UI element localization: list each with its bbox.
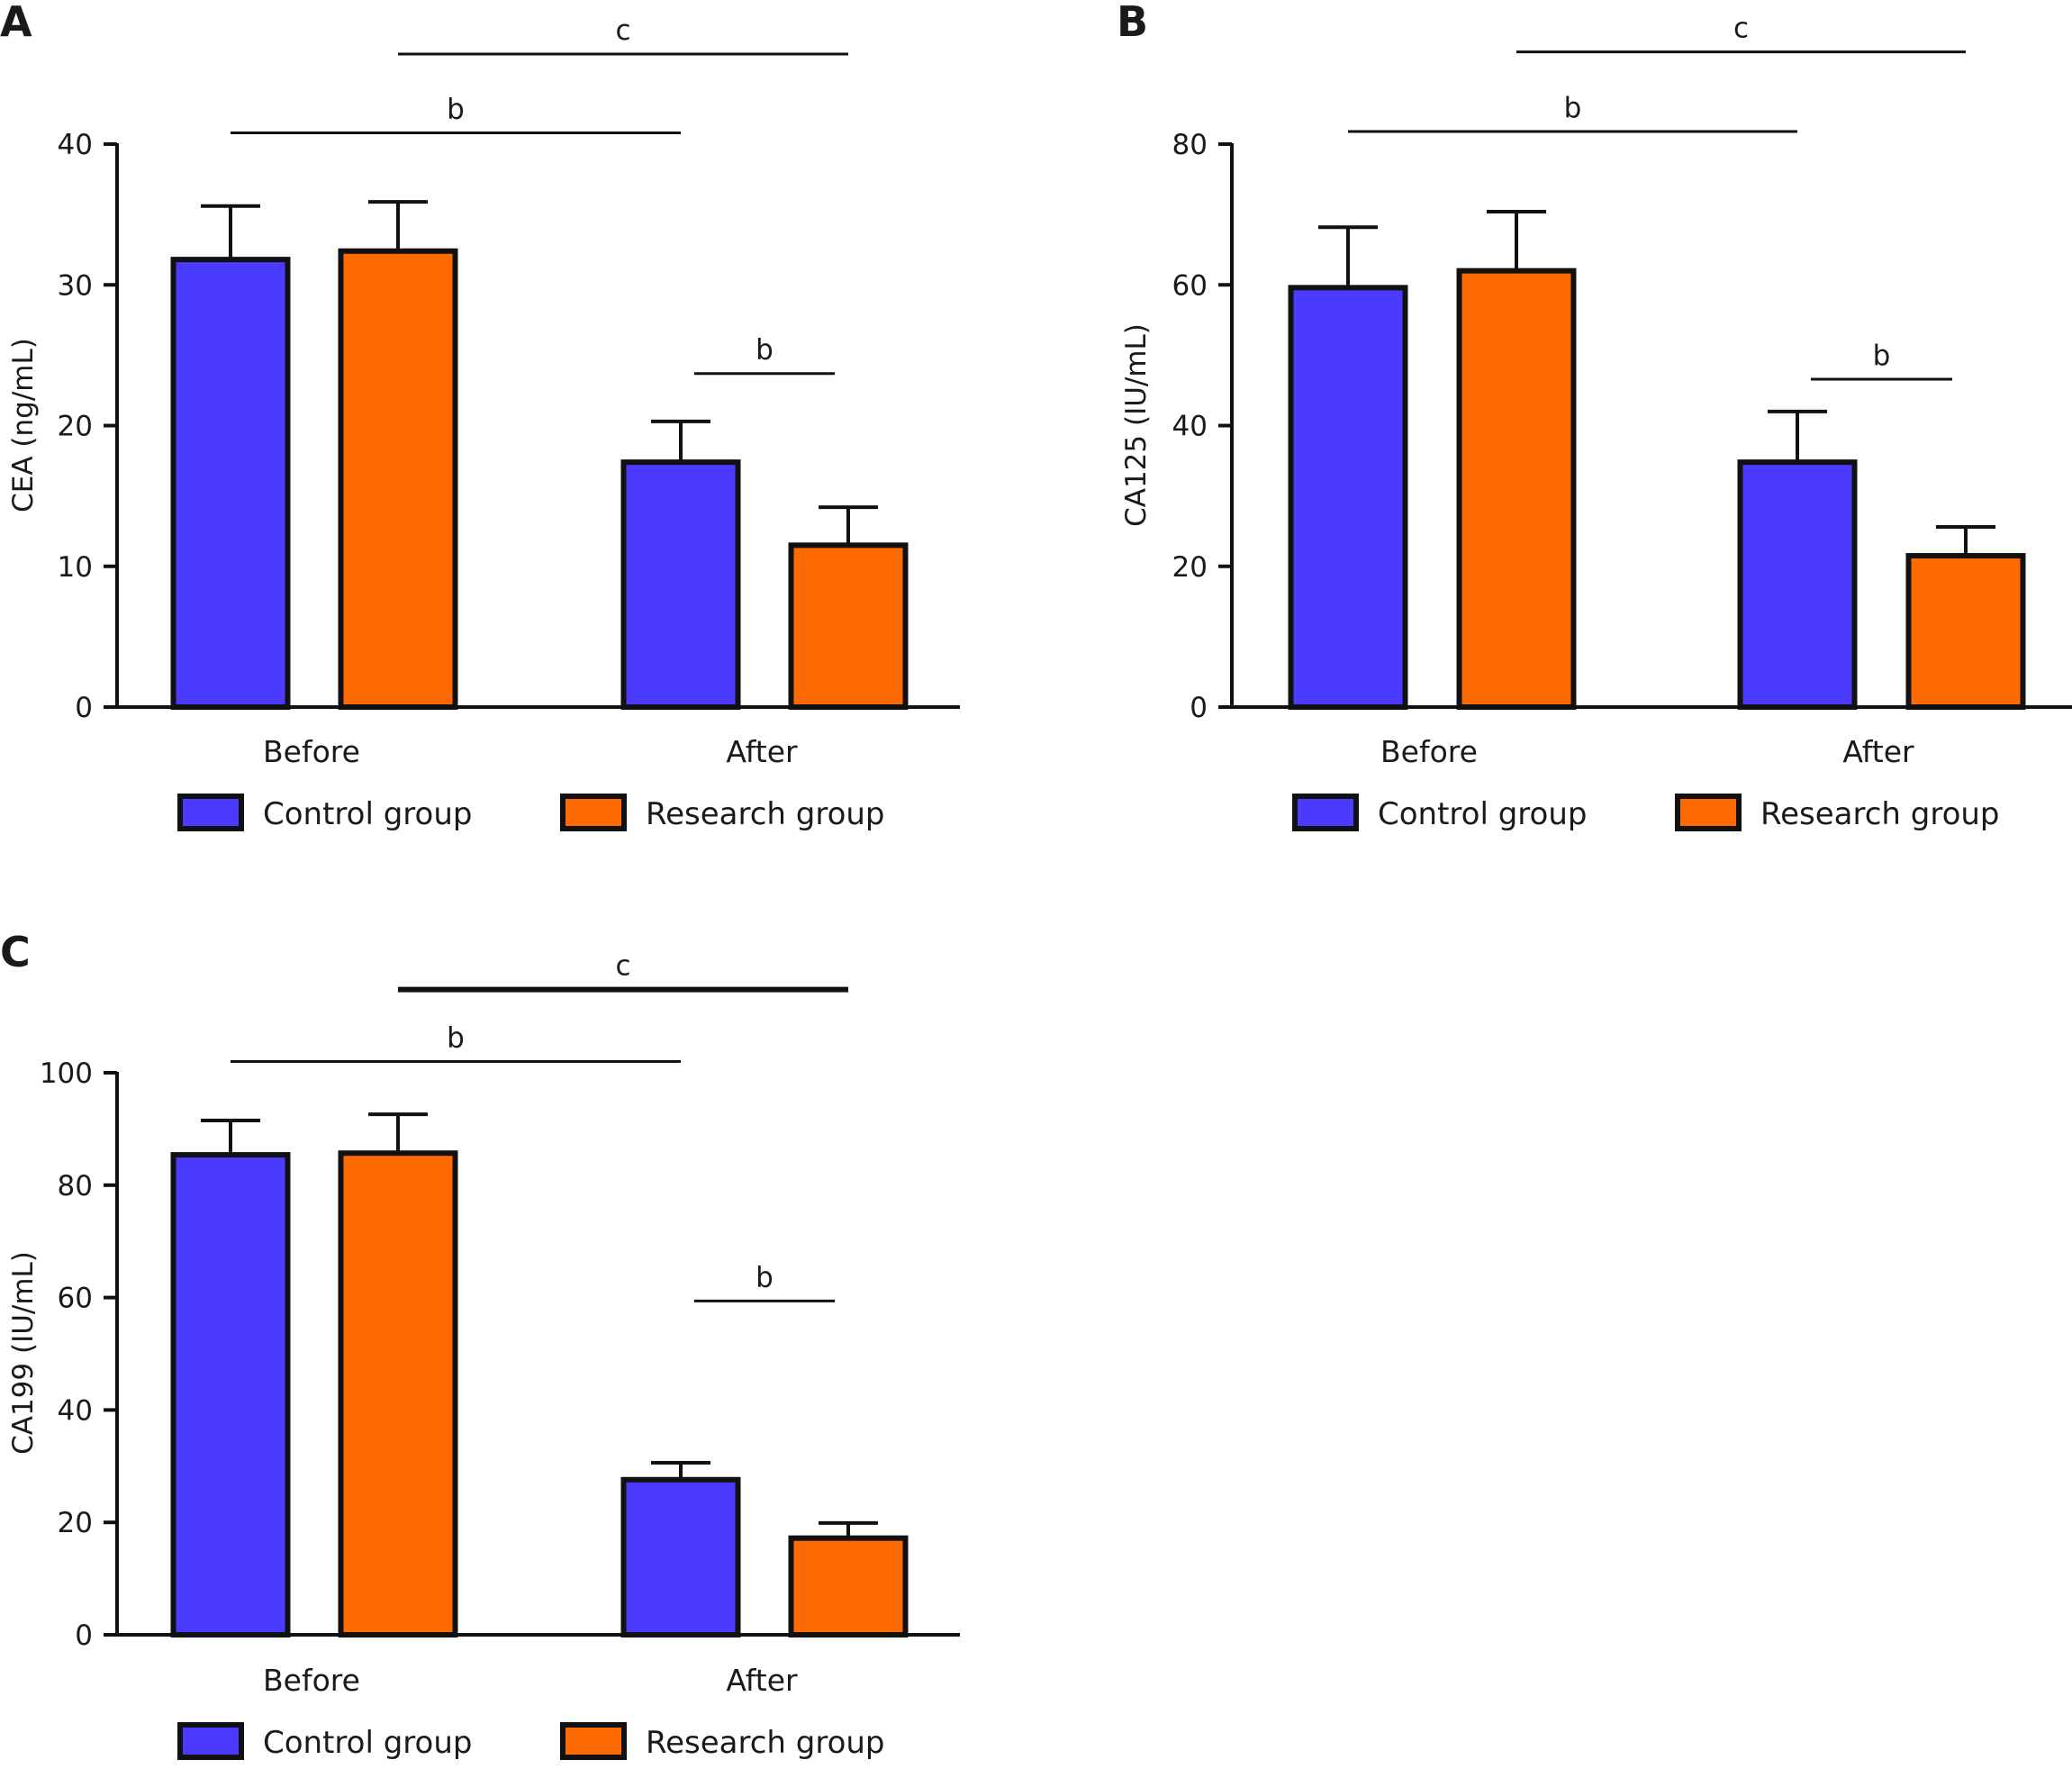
x-category-label: Before	[263, 1663, 360, 1698]
y-tick-label: 80	[58, 1170, 93, 1202]
x-category-label: After	[1842, 734, 1914, 769]
legend-swatch-research	[560, 1722, 627, 1760]
legend-label-research: Research group	[646, 1725, 885, 1761]
bar-research-after	[788, 1535, 909, 1637]
x-category-label: After	[726, 1663, 798, 1698]
legend-swatch-control	[177, 794, 244, 831]
significance-label: b	[1564, 92, 1582, 124]
significance-label: b	[1873, 340, 1891, 372]
bar-research-before	[1456, 268, 1577, 710]
legend-label-control: Control group	[263, 796, 472, 832]
significance-label: c	[615, 950, 630, 983]
legend-label-research: Research group	[1760, 796, 2000, 832]
panel-letter: B	[1117, 0, 1148, 46]
bar-control-before	[1288, 285, 1408, 710]
bar-control-before	[170, 1152, 291, 1637]
panel-letter: A	[0, 0, 32, 46]
y-tick-label: 80	[1172, 129, 1208, 161]
x-category-label: Before	[1380, 734, 1478, 769]
bar-control-after	[1737, 459, 1858, 710]
y-tick-label: 0	[1190, 692, 1208, 724]
legend-label-control: Control group	[1378, 796, 1587, 832]
y-tick-label: 20	[1172, 551, 1208, 584]
legend-swatch-control	[177, 1722, 244, 1760]
legend-label-research: Research group	[646, 796, 885, 832]
significance-label: c	[1733, 13, 1749, 45]
y-tick-label: 40	[1172, 411, 1208, 443]
y-tick-label: 100	[40, 1057, 93, 1090]
significance-label: b	[447, 94, 465, 126]
y-tick-label: 0	[75, 692, 93, 724]
panel-b: B CA125 (IU/mL) 0 20 40 60 80 Before After c b b Con…	[1117, 0, 2072, 832]
significance-label: c	[615, 14, 630, 47]
bar-control-after	[620, 459, 741, 710]
x-category-label: After	[726, 734, 798, 769]
bar-control-after	[620, 1476, 741, 1637]
x-category-label: Before	[263, 734, 360, 769]
y-tick-label: 40	[58, 129, 93, 161]
y-tick-label: 20	[58, 1507, 93, 1539]
y-tick-label: 40	[58, 1394, 93, 1427]
y-tick-label: 10	[58, 551, 93, 584]
y-axis-title: CEA (ng/mL)	[7, 338, 40, 513]
significance-label: b	[756, 1261, 774, 1293]
significance-label: b	[447, 1022, 465, 1055]
bar-research-after	[788, 542, 909, 710]
y-tick-label: 20	[58, 411, 93, 443]
y-tick-label: 30	[58, 269, 93, 302]
panel-a: A CEA (ng/mL) 0 10 20 30 40 Before After c b b Contr…	[0, 0, 960, 832]
panel-c: C CA199 (IU/mL) 0 20 40 60 80 100 Before After c b b…	[0, 928, 960, 1761]
y-tick-label: 60	[58, 1283, 93, 1315]
significance-label: b	[756, 334, 774, 367]
y-tick-label: 0	[75, 1619, 93, 1652]
bar-research-after	[1905, 553, 2026, 710]
panel-letter: C	[0, 928, 31, 976]
y-tick-label: 60	[1172, 269, 1208, 302]
legend-swatch-research	[1675, 794, 1742, 831]
legend-label-control: Control group	[263, 1725, 472, 1761]
bar-control-before	[170, 257, 291, 710]
y-axis-title: CA199 (IU/mL)	[7, 1251, 40, 1455]
bar-research-before	[338, 248, 458, 710]
legend-swatch-control	[1292, 794, 1359, 831]
legend-swatch-research	[560, 794, 627, 831]
bar-research-before	[338, 1150, 458, 1638]
y-axis-title: CA125 (IU/mL)	[1120, 323, 1153, 527]
